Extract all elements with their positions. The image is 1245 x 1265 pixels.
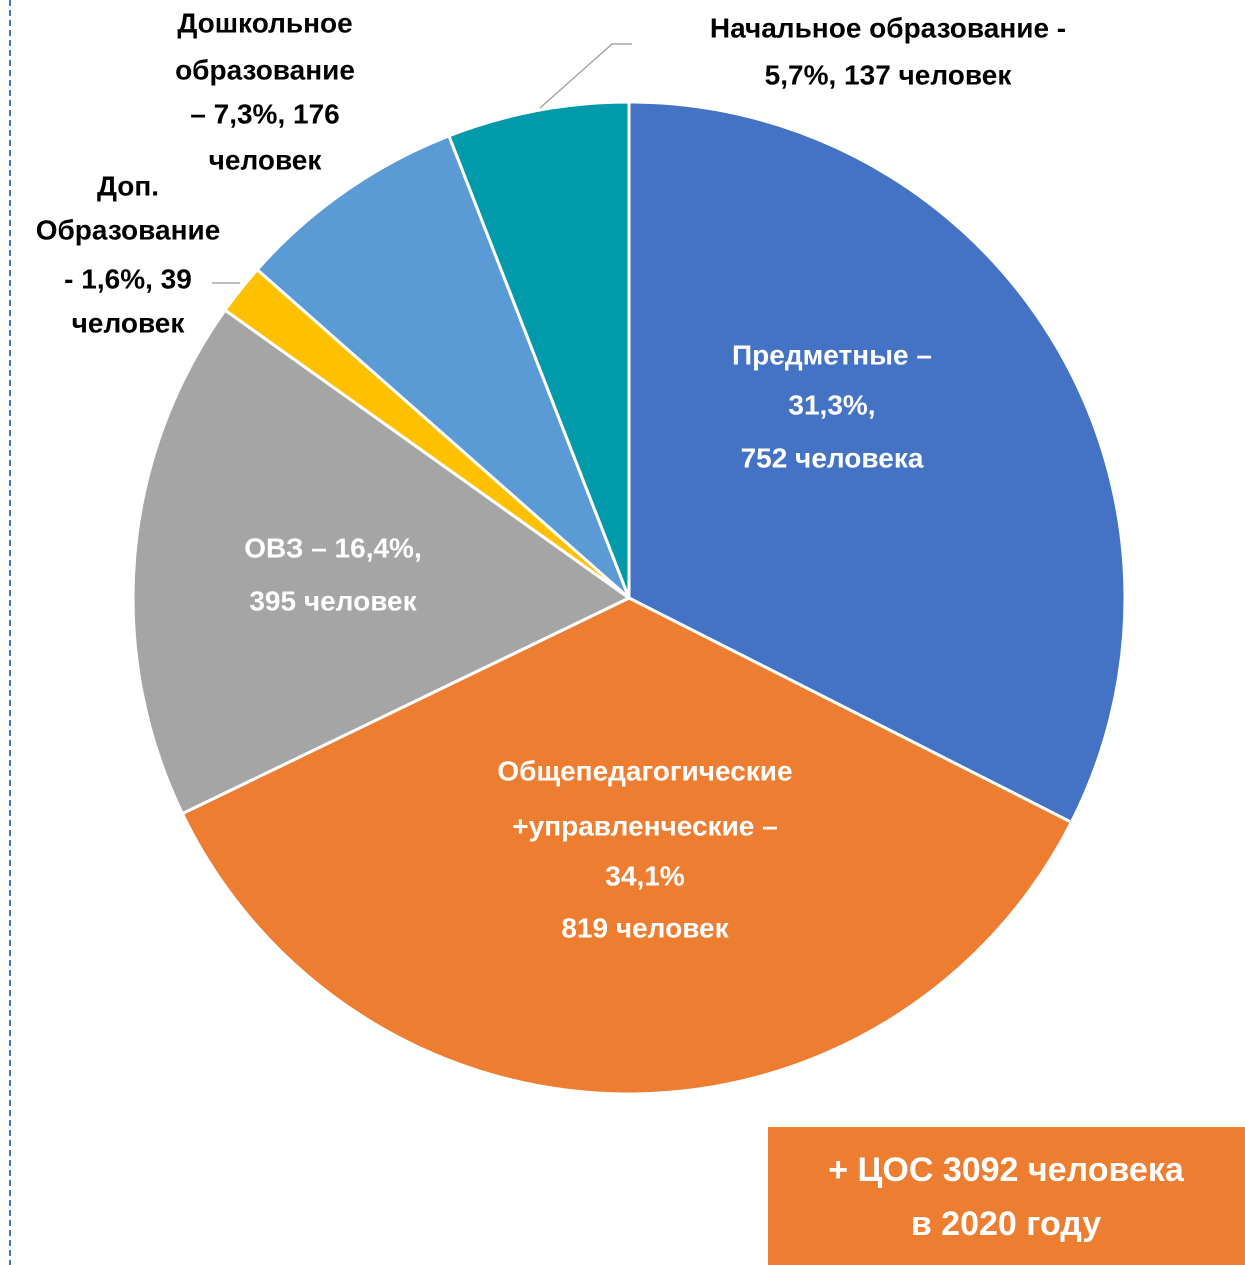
pie-slice xyxy=(180,596,1074,1096)
slice-label: образование xyxy=(175,54,355,85)
slice-label: человек xyxy=(72,307,186,338)
slice-label: +управленческие – xyxy=(512,810,777,841)
slice-label: 31,3%, xyxy=(788,389,875,420)
slice-label: Образование xyxy=(36,214,221,245)
slice-label: ОВЗ – 16,4%, xyxy=(244,532,421,563)
pie-slice xyxy=(446,100,631,599)
slice-label: Общепедагогические xyxy=(497,755,792,786)
pie-slice xyxy=(131,308,632,816)
slice-label: 819 человек xyxy=(561,912,729,943)
slice-label: Предметные – xyxy=(732,339,932,370)
slice-label: Начальное образование - xyxy=(710,12,1066,43)
slice-label: - 1,6%, 39 xyxy=(64,263,192,294)
slice-label: человек xyxy=(209,144,323,175)
slice-label: 752 человека xyxy=(741,442,924,473)
annotation: в 2020 году xyxy=(911,1205,1101,1243)
slice-label: Доп. xyxy=(97,170,159,201)
pie-slice xyxy=(255,133,631,600)
leader-line xyxy=(539,43,632,109)
pie-slice xyxy=(627,100,1127,825)
slice-label: 395 человек xyxy=(249,585,417,616)
slice-label: – 7,3%, 176 xyxy=(190,98,339,129)
slice-label: Дошкольное xyxy=(177,7,352,38)
slice-label: 34,1% xyxy=(605,860,684,891)
annotation: + ЦОС 3092 человека xyxy=(828,1151,1185,1189)
slice-label: 5,7%, 137 человек xyxy=(765,59,1013,90)
annotation-box xyxy=(768,1127,1245,1265)
